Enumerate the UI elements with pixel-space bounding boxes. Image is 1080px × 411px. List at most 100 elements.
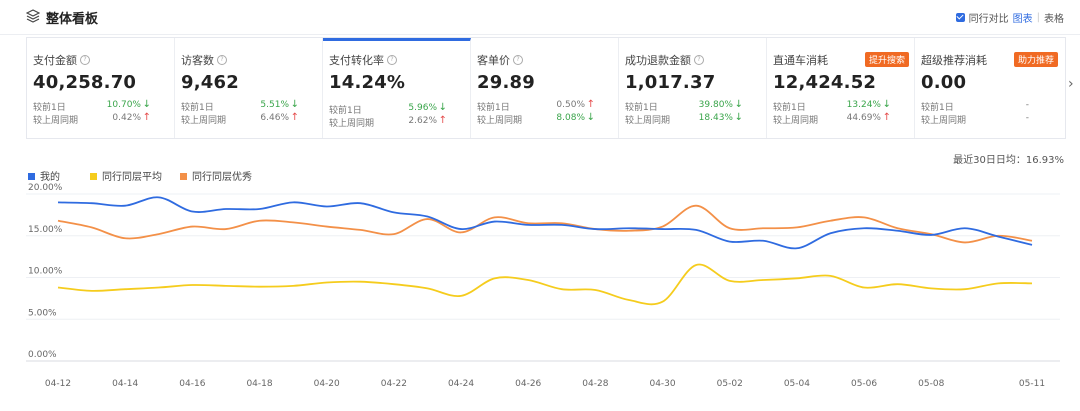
x-tick-label: 04-30 [649,379,675,389]
metric-card[interactable]: 访客数? 9,462 较前1日 5.51% ↓ 较上周同期 6.46% ↑ [175,38,323,138]
help-icon[interactable]: ? [80,55,90,65]
x-tick-label: 04-14 [112,379,138,389]
help-icon[interactable]: ? [217,55,227,65]
comparison-label: 较上周同期 [477,116,523,126]
metric-value: 40,258.70 [33,72,137,93]
x-tick-label: 04-20 [314,379,340,389]
dashboard-header: 整体看板 同行对比 图表 | 表格 [0,0,1080,35]
metric-label: 成功退款金额? [625,52,766,68]
arrow-up-icon: ↑ [586,99,595,110]
comparison-label: 较前1日 [181,103,214,113]
promo-badge-button[interactable]: 提升搜索 [864,52,909,67]
comparison-percent: 5.51% [260,100,289,110]
comparison-row: 较上周同期 6.46% ↑ [181,113,319,127]
comparison-label: 较前1日 [477,103,510,113]
view-table-link[interactable]: 表格 [1044,14,1064,25]
x-tick-label: 05-02 [717,379,743,389]
help-icon[interactable]: ? [513,55,523,65]
comparison-label: 较前1日 [625,103,658,113]
x-tick-label: 05-11 [1019,379,1045,389]
comparison-row: 较上周同期 44.69% ↑ [773,112,911,127]
arrow-down-icon: ↓ [142,99,151,110]
peer-compare-label[interactable]: 同行对比 [968,14,1009,25]
metric-value: 9,462 [181,72,239,93]
arrow-down-icon: ↓ [586,112,595,123]
comparison-label: 较前1日 [329,106,362,116]
arrow-up-icon: ↑ [438,115,447,126]
x-tick-label: 04-18 [246,379,272,389]
layers-icon [26,9,40,23]
comparison-label: 较上周同期 [773,116,819,126]
comparison-percent: 5.96% [408,103,437,113]
arrow-down-icon: ↓ [290,99,299,110]
metric-card[interactable]: 成功退款金额? 1,017.37 较前1日 39.80% ↓ 较上周同期 18.43% ↓ [619,38,767,138]
comparison-row: 较上周同期 18.43% ↓ [625,112,763,127]
peer-compare-checkbox[interactable] [955,13,965,22]
metric-card[interactable]: 支付金额? 40,258.70 较前1日 10.70% ↓ 较上周同期 0.42% ↑ [27,38,175,138]
help-icon[interactable]: ? [387,55,397,65]
x-tick-label: 04-24 [448,379,474,389]
x-tick-label: 05-06 [851,379,877,389]
comparison-percent: 13.24% [846,100,881,110]
legend-label: 同行同层平均 [102,170,162,183]
metric-value: 29.89 [477,72,535,93]
comparison-row: 较前1日 5.96% ↓ [329,102,467,117]
comparison-percent: 10.70% [106,100,141,110]
y-tick-label: 0.00% [28,350,57,360]
comparison-row: 较前1日 - [921,100,1059,113]
comparison-row: 较前1日 5.51% ↓ [181,99,319,114]
series-line-peer-excellent [57,204,1033,244]
metric-label-text: 支付金额 [33,54,77,67]
metric-label-text: 支付转化率 [329,54,384,67]
comparison-label: 较上周同期 [921,116,967,126]
view-separator: | [1036,12,1040,23]
comparison-percent: 18.43% [698,113,733,123]
comparison-label: 较前1日 [33,103,66,113]
comparison-row: 较前1日 13.24% ↓ [773,99,911,114]
metric-value: 1,017.37 [625,72,716,93]
view-controls: 同行对比 图表 | 表格 [955,10,1064,25]
metric-card[interactable]: 超级推荐消耗 0.00 助力推荐 较前1日 - 较上周同期 - [915,38,1063,138]
metric-card[interactable]: 客单价? 29.89 较前1日 0.50% ↑ 较上周同期 8.08% ↓ [471,38,619,138]
trend-line-chart: 我的 同行同层平均 同行同层优秀 0.00% 5.00% 10.00% 15.00% 20.0… [26,170,1060,389]
help-icon[interactable]: ? [694,55,704,65]
comparison-label: 较上周同期 [33,116,79,126]
arrow-down-icon: ↓ [438,102,447,113]
comparison-percent: 0.50% [556,100,585,110]
comparison-percent: 2.62% [408,116,437,126]
next-cards-icon[interactable]: › [1068,76,1074,92]
x-tick-label: 04-26 [515,379,541,389]
x-tick-label: 04-28 [582,379,608,389]
comparison-row: 较上周同期 - [921,113,1059,126]
metric-card[interactable]: 直通车消耗 12,424.52 提升搜索较前1日 13.24% ↓ 较上周同期 44.69%… [767,38,915,138]
metric-label: 直通车消耗 [773,52,914,68]
arrow-down-icon: ↓ [734,112,743,123]
metric-card[interactable]: 支付转化率? 14.24% 较前1日 5.96% ↓ 较上周同期 2.62% ↑ [323,38,471,138]
arrow-up-icon: ↑ [882,112,891,123]
comparison-label: 较前1日 [773,103,806,113]
comparison-row: 较上周同期 8.08% ↓ [477,112,615,127]
comparison-row: 较前1日 0.50% ↑ [477,99,615,114]
x-tick-label: 05-04 [784,379,810,389]
metric-label-text: 超级推荐消耗 [921,54,987,67]
comparison-percent: 8.08% [556,113,585,123]
comparison-row: 较上周同期 2.62% ↑ [329,115,467,130]
comparison-percent: - [1025,100,1029,110]
comparison-percent: - [1025,113,1029,123]
y-tick-label: 20.00% [28,183,63,193]
x-tick-label: 04-12 [45,379,71,389]
metric-label: 超级推荐消耗 [921,52,1063,68]
comparison-row: 较前1日 39.80% ↓ [625,100,763,114]
x-tick-label: 04-22 [381,379,407,389]
legend-swatch [28,173,35,180]
metric-label: 支付转化率? [329,52,470,68]
comparison-row: 较前1日 10.70% ↓ [33,99,171,114]
view-chart-link[interactable]: 图表 [1012,14,1033,25]
legend-swatch [180,173,187,180]
arrow-down-icon: ↓ [882,99,891,110]
metric-value: 12,424.52 [773,72,877,93]
comparison-label: 较上周同期 [329,119,375,129]
promo-badge-button[interactable]: 助力推荐 [1013,52,1058,67]
legend-swatch [90,173,97,180]
y-tick-label: 5.00% [28,308,57,318]
